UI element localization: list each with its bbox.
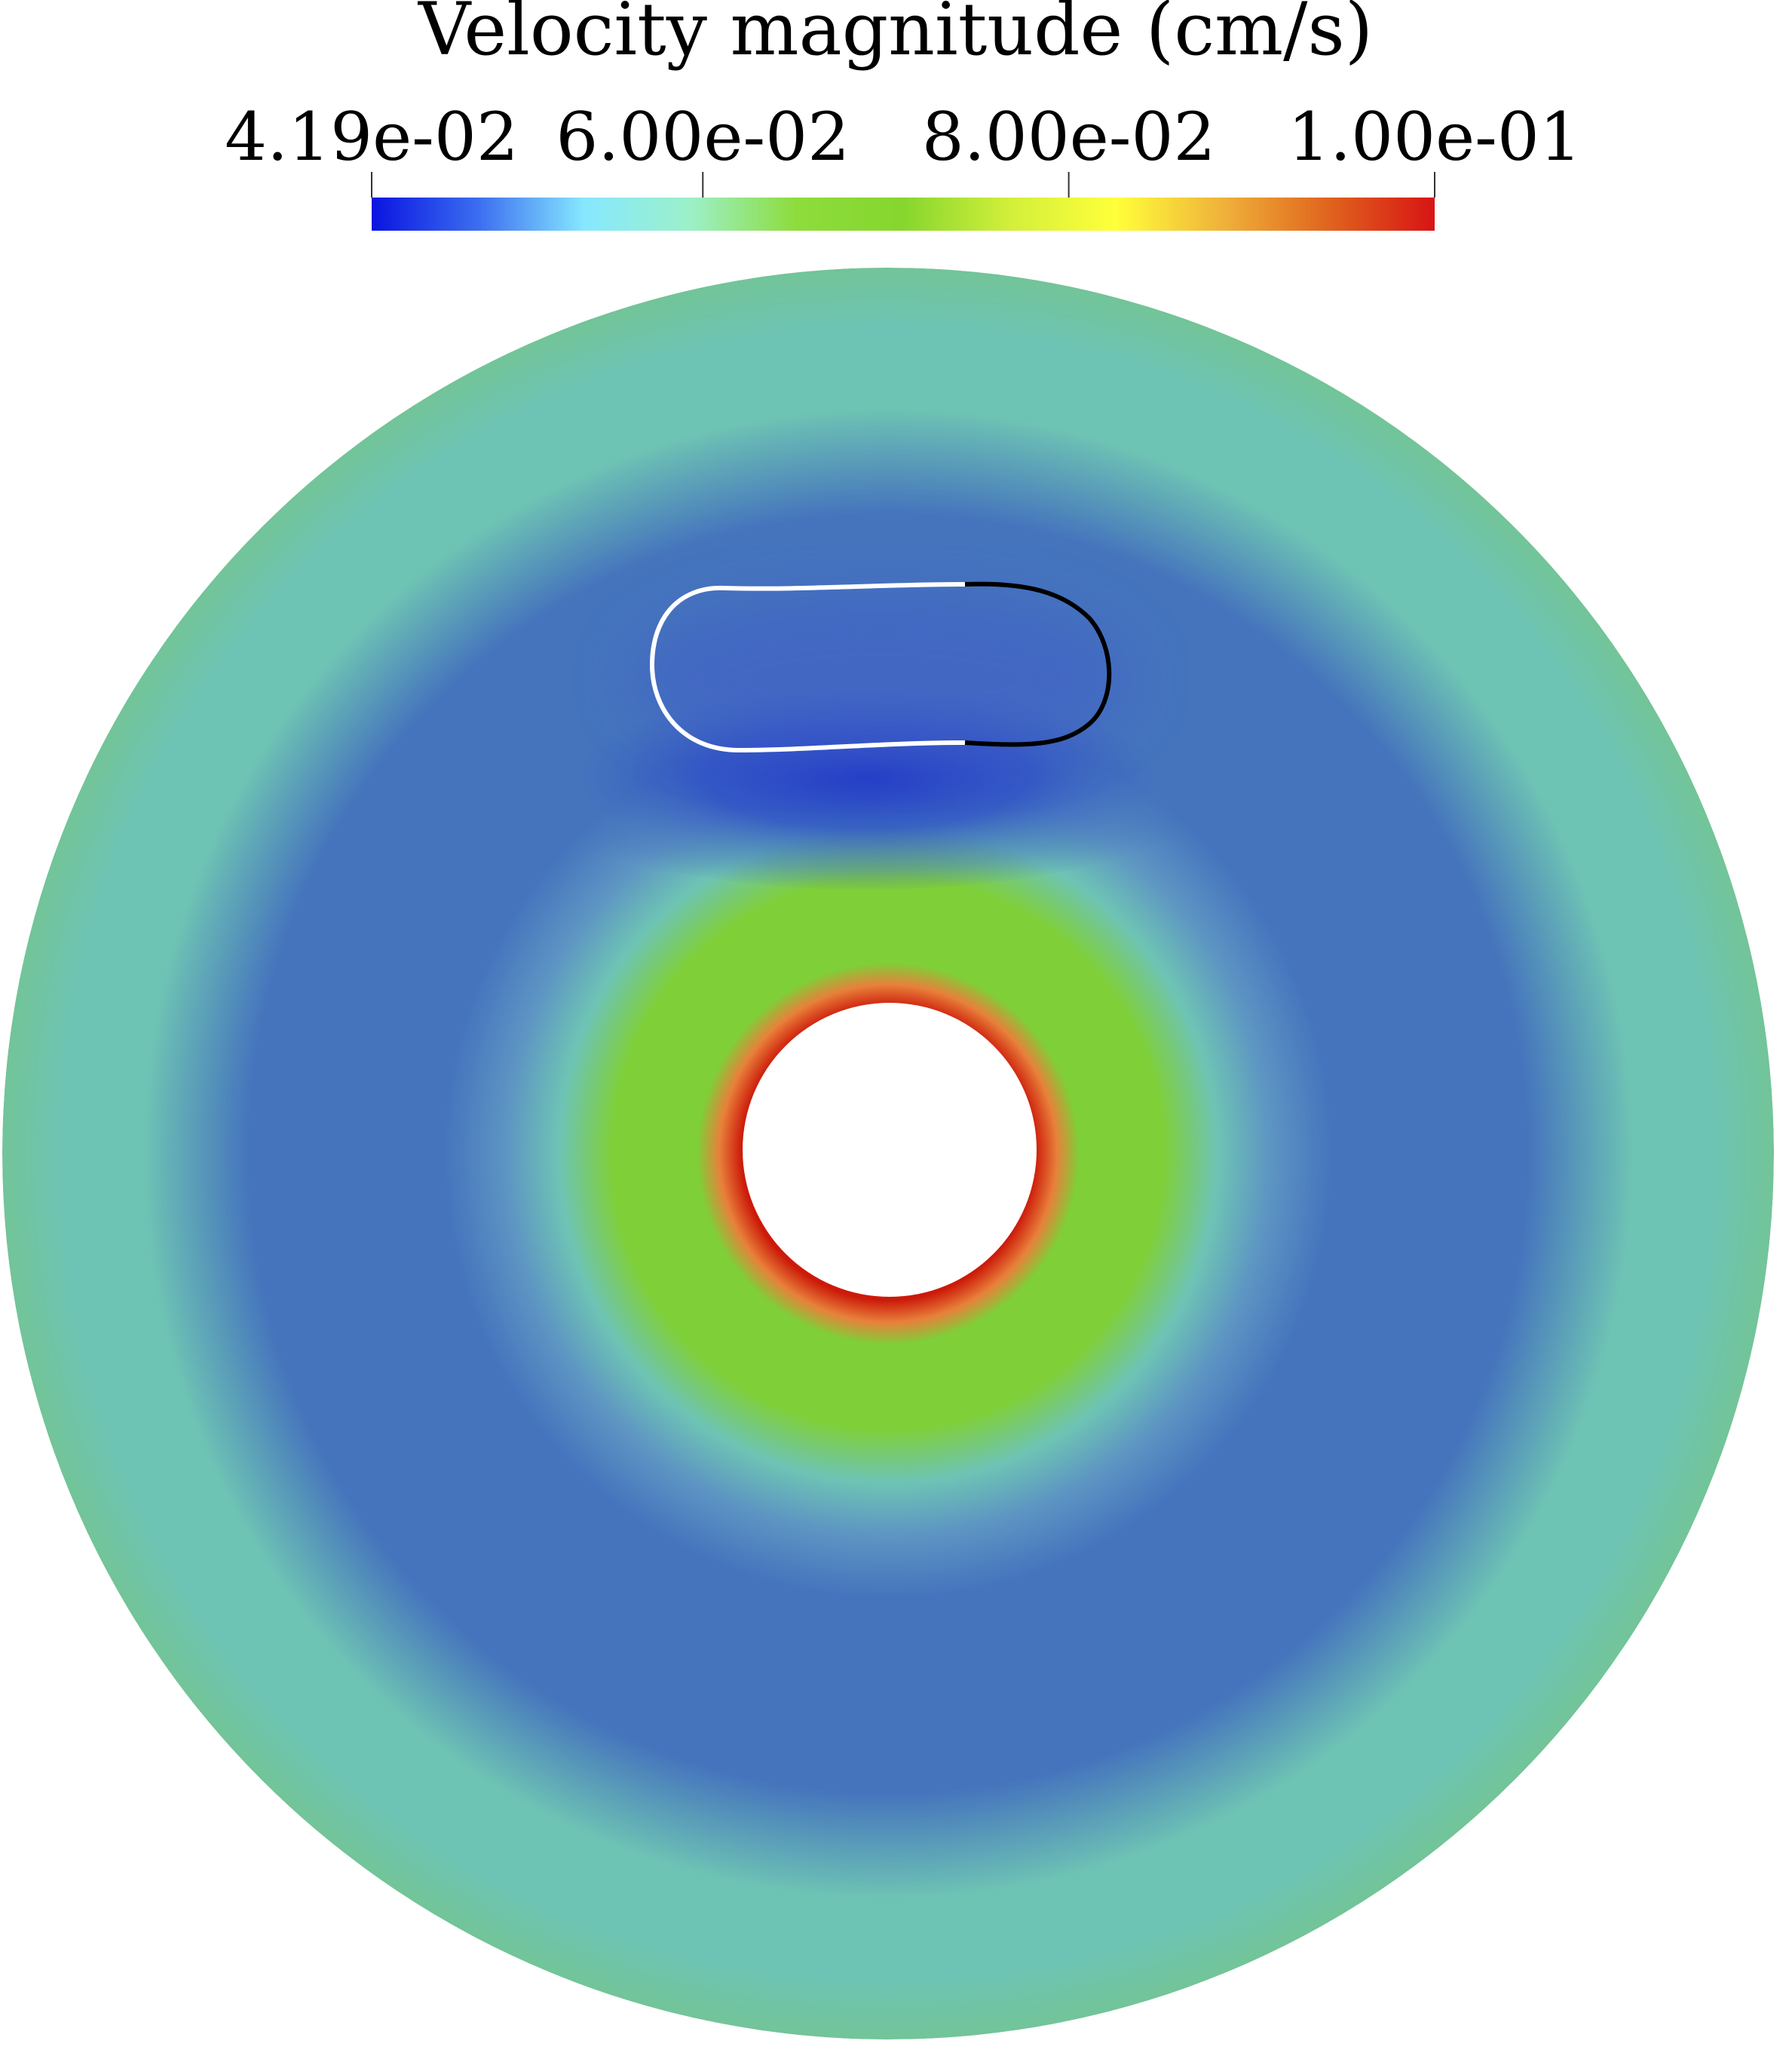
colorbar-title: Velocity magnitude (cm/s) <box>418 0 1373 72</box>
colorbar-bar <box>372 198 1435 231</box>
colorbar-tick-label-1: 6.00e-02 <box>556 98 850 176</box>
colorbar-tick-label-0: 4.19e-02 <box>225 98 519 176</box>
capsule-upper-left-boundary <box>649 582 966 753</box>
colorbar: Velocity magnitude (cm/s) 4.19e-02 6.00e-… <box>225 0 1582 231</box>
inner-cylinder <box>743 1003 1037 1297</box>
capsule-outline <box>649 581 1112 753</box>
flow-domain <box>2 268 1774 2039</box>
capsule-interior-field <box>633 596 1131 761</box>
colorbar-ticks: 4.19e-02 6.00e-02 8.00e-02 1.00e-01 <box>225 98 1582 198</box>
colorbar-tick-label-2: 8.00e-02 <box>922 98 1216 176</box>
capsule-right-boundary <box>964 581 1112 747</box>
colorbar-tick-label-3: 1.00e-01 <box>1288 98 1582 176</box>
